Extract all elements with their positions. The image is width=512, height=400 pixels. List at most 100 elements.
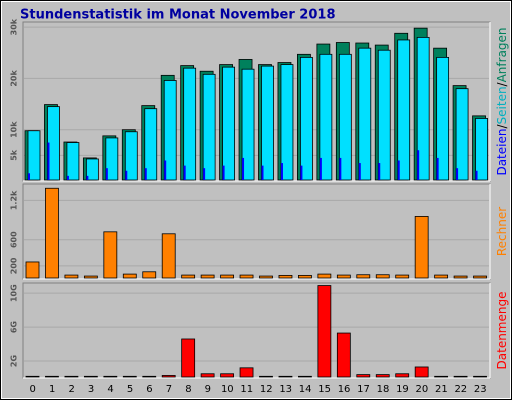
x-tick-label: 15 <box>318 384 331 395</box>
bar <box>164 160 167 180</box>
bar <box>142 375 157 378</box>
bar <box>142 271 157 279</box>
x-tick-label: 18 <box>377 384 390 395</box>
bar <box>414 366 429 378</box>
legend: Dateien/Seiten/Anfragen <box>495 27 509 175</box>
bar <box>317 273 332 279</box>
y-tick-label: 10k <box>10 121 19 138</box>
bar <box>261 65 274 181</box>
x-tick-label: 2 <box>68 384 74 395</box>
bar <box>434 375 449 378</box>
bar <box>200 373 215 378</box>
y-tick-label: 600 <box>10 231 19 248</box>
bar <box>124 131 138 181</box>
bar <box>395 274 410 279</box>
bar <box>220 274 234 279</box>
bar <box>241 68 255 181</box>
legend-entry: Datenmenge <box>495 292 509 370</box>
y-tick-label: 200 <box>10 257 19 274</box>
bar <box>64 274 79 279</box>
x-tick-label: 10 <box>221 384 234 395</box>
bar <box>181 338 196 378</box>
bar <box>375 274 390 279</box>
bar <box>414 216 429 279</box>
panel <box>22 282 491 379</box>
x-tick-label: 9 <box>205 384 211 395</box>
bar <box>377 49 391 181</box>
bar <box>45 375 59 378</box>
legend-entry: Dateien <box>495 129 509 176</box>
bar <box>336 332 351 378</box>
bar <box>261 165 264 180</box>
bar <box>473 375 487 378</box>
bar <box>317 285 332 378</box>
bar <box>436 157 439 180</box>
bar <box>144 108 158 181</box>
bar <box>64 375 79 378</box>
bar <box>300 165 303 180</box>
x-tick-label: 21 <box>435 384 448 395</box>
legend-entry: Rechner <box>495 207 509 256</box>
bar <box>259 275 273 279</box>
bar <box>417 150 420 180</box>
bar <box>397 160 400 180</box>
x-tick-label: 4 <box>107 384 113 395</box>
x-tick-label: 23 <box>474 384 487 395</box>
x-tick-label: 11 <box>240 384 253 395</box>
y-tick-label: 30k <box>10 18 19 35</box>
bar <box>280 64 294 181</box>
x-tick-label: 19 <box>396 384 409 395</box>
x-tick-label: 3 <box>88 384 94 395</box>
bar <box>83 375 98 378</box>
bar <box>27 130 41 181</box>
x-tick-label: 5 <box>127 384 133 395</box>
x-tick-label: 22 <box>454 384 467 395</box>
bar <box>356 374 371 378</box>
bar <box>339 157 342 180</box>
bar <box>397 39 411 181</box>
bar <box>338 53 352 181</box>
bar <box>144 168 147 180</box>
bar <box>436 56 450 181</box>
x-tick-label: 13 <box>279 384 292 395</box>
legend: Rechner <box>495 207 509 256</box>
bar <box>356 274 371 279</box>
bar <box>28 173 30 180</box>
bar <box>181 274 196 279</box>
y-tick-label: 1.2k <box>10 190 19 210</box>
bar <box>475 118 488 181</box>
bar <box>200 274 215 279</box>
bar <box>453 275 468 279</box>
x-tick-label: 0 <box>30 384 36 395</box>
bar <box>455 88 469 181</box>
bar <box>105 137 119 181</box>
bar <box>45 187 59 279</box>
bar <box>358 163 361 180</box>
bar <box>416 36 430 181</box>
legend: Datenmenge <box>495 292 509 370</box>
bar <box>161 375 176 378</box>
bar <box>122 273 137 279</box>
bar <box>86 175 89 180</box>
bar <box>125 170 128 180</box>
bar <box>319 157 322 180</box>
bar <box>473 275 487 279</box>
bar <box>183 67 197 181</box>
x-tick-label: 20 <box>416 384 429 395</box>
chart-title: Stundenstatistik im Monat November 2018 <box>20 8 336 23</box>
bar <box>222 165 225 180</box>
bar <box>475 170 478 180</box>
y-tick-label: 2G <box>10 355 19 367</box>
bar <box>453 375 468 378</box>
bar <box>378 163 381 180</box>
y-tick-label: 20k <box>10 70 19 87</box>
bar <box>259 375 273 378</box>
bar <box>298 274 312 279</box>
bar <box>66 142 80 181</box>
panel <box>22 183 491 280</box>
bar <box>163 80 177 181</box>
bar <box>105 168 108 180</box>
y-tick-label: 6G <box>10 321 19 333</box>
